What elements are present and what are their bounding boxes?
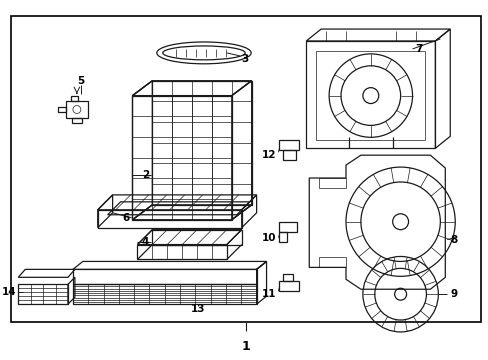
Bar	[11, 16, 480, 322]
Text: 3: 3	[241, 54, 248, 64]
Text: 13: 13	[190, 304, 205, 314]
Text: 12: 12	[262, 150, 276, 160]
Text: 1: 1	[241, 340, 249, 353]
Text: 5: 5	[77, 76, 84, 86]
Text: 10: 10	[262, 233, 276, 243]
Text: 11: 11	[262, 289, 276, 299]
Text: 8: 8	[449, 235, 457, 244]
Text: 2: 2	[142, 170, 149, 180]
Text: 4: 4	[142, 237, 149, 247]
Text: 6: 6	[122, 213, 129, 223]
Text: 7: 7	[415, 44, 422, 54]
Text: 14: 14	[1, 287, 16, 297]
Text: 9: 9	[449, 289, 456, 299]
